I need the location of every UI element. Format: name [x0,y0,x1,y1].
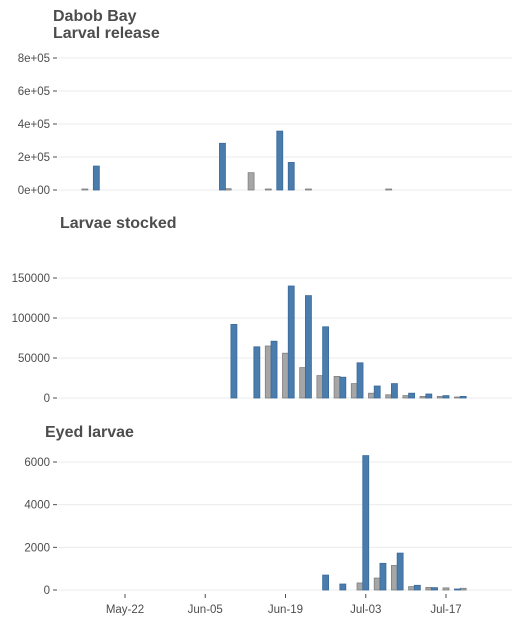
bar-grey [264,188,272,191]
panel-title-larval-release: Dabob Bay Larval release [53,8,160,42]
bar-blue [442,395,450,399]
y-tick-label: 4000 [24,500,50,512]
x-tick-label: May-22 [106,604,144,616]
bar-grey [350,383,358,399]
bar-grey [282,352,289,399]
bar-blue [362,455,370,591]
bar-grey [356,582,364,591]
bar-grey [419,395,427,399]
bar-blue [230,323,238,399]
bar-blue [396,552,404,591]
x-tick-label: Jul-17 [430,604,461,616]
bar-grey [408,586,416,591]
bar-blue [425,393,433,399]
y-tick-label: 6e+05 [18,86,50,98]
y-tick-label: 100000 [12,313,50,325]
bar-blue [339,376,347,399]
bar-blue [431,587,438,591]
y-tick-label: 0 [44,585,50,597]
bar-blue [408,392,416,399]
bar-blue [287,162,295,191]
bar-grey [247,172,255,191]
bar-grey [391,565,398,591]
bar-blue [454,588,461,591]
bar-blue [322,326,330,399]
bar-blue [391,383,398,399]
bar-grey [385,188,393,191]
bar-blue [276,130,284,191]
bar-grey [385,394,393,399]
y-tick-label: 2000 [24,542,50,554]
bar-grey [305,188,312,191]
x-tick-label: Jul-03 [350,604,381,616]
y-tick-label: 0 [44,393,50,405]
bar-blue [339,583,347,591]
x-tick-label: Jun-19 [268,604,303,616]
bar-grey [299,367,307,399]
bar-blue [413,584,421,591]
bar-grey [81,188,89,191]
panel-title-larvae-stocked: Larvae stocked [60,215,177,232]
y-tick-label: 150000 [12,273,50,285]
panel-title-eyed-larvae: Eyed larvae [45,424,134,441]
bar-blue [373,385,381,399]
bar-blue [356,362,364,399]
bar-blue [305,295,312,399]
bar-grey [368,392,375,399]
bar-blue [253,346,261,399]
bar-blue [270,340,278,399]
bar-grey [459,587,467,591]
bar-grey [224,188,232,191]
bar-blue [92,165,100,191]
x-tick-label: Jun-05 [188,604,223,616]
bar-grey [442,587,450,591]
y-tick-label: 50000 [18,353,50,365]
y-tick-label: 4e+05 [18,119,50,131]
bar-grey [436,395,444,399]
y-tick-label: 2e+05 [18,152,50,164]
bar-blue [322,574,330,591]
y-tick-label: 6000 [24,457,50,469]
bar-blue [287,285,295,399]
y-tick-label: 0e+00 [18,185,50,197]
bar-grey [454,396,461,399]
bar-grey [373,577,381,591]
bar-blue [379,562,387,591]
bar-grey [264,345,272,399]
bar-blue [219,142,226,191]
bar-grey [402,395,410,399]
bar-grey [425,587,433,591]
y-tick-label: 8e+05 [18,53,50,65]
bar-blue [459,395,467,399]
bar-grey [316,375,324,399]
bar-grey [333,375,341,399]
